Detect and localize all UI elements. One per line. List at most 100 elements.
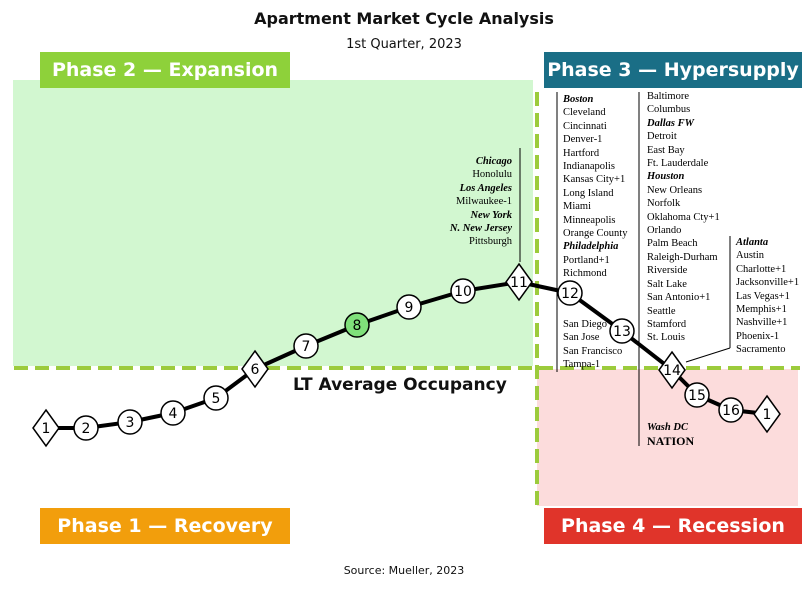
source-note: Source: Mueller, 2023 <box>343 564 465 577</box>
market-name: New Orleans <box>647 184 703 196</box>
market-name: Richmond <box>563 268 607 280</box>
market-name: Riverside <box>647 265 688 277</box>
cycle-point-7-label: 7 <box>302 339 311 355</box>
market-name: Palm Beach <box>647 238 698 250</box>
markets-point-13: Baltimore Columbus Dallas FW Detroit East Ba… <box>647 90 720 345</box>
cycle-point-5-label: 5 <box>212 391 221 407</box>
markets-point-11: Chicago Honolulu Los Angeles Milwaukee-1 New… <box>428 155 512 249</box>
market-name: Long Island <box>563 187 614 199</box>
chart-subtitle: 1st Quarter, 2023 <box>346 37 462 52</box>
cycle-point-9-circle <box>396 294 422 320</box>
cycle-point-3-circle <box>117 409 143 435</box>
phase-4-label: Phase 4 — Recession <box>544 508 802 544</box>
cycle-point-1-diamond <box>32 408 60 448</box>
market-name: Indianapolis <box>563 161 615 173</box>
cycle-point-2-circle <box>73 415 99 441</box>
market-name: Memphis+1 <box>736 304 787 316</box>
markets-point-12-lower: San Diego San Jose San Francisco Tampa-1 <box>563 318 622 372</box>
market-name: San Diego <box>563 319 608 330</box>
cycle-point-14-diamond <box>658 350 686 390</box>
market-name: Atlanta <box>736 237 769 248</box>
cycle-point-14-label: 14 <box>663 363 681 379</box>
cycle-point-4-circle <box>160 400 186 426</box>
market-name: Philadelphia <box>563 241 619 253</box>
market-name: Boston <box>563 94 594 105</box>
cycle-point-11-diamond <box>505 262 533 302</box>
market-name: Ft. Lauderdale <box>647 158 709 170</box>
lt-average-occupancy-label: LT Average Occupancy <box>293 375 507 395</box>
market-name: Houston <box>647 171 685 183</box>
markets-point-13-lower: Wash DC <box>647 421 688 434</box>
market-name: Jacksonville+1 <box>736 277 800 289</box>
market-name: San Francisco <box>563 345 623 357</box>
markets-point-12: Boston Cleveland Cincinnati Denver-1 Hartfor… <box>563 93 627 281</box>
chart-title: Apartment Market Cycle Analysis <box>254 9 554 28</box>
cycle-point-12-circle <box>557 280 583 306</box>
market-name: Austin <box>736 250 765 262</box>
cycle-point-10-label: 10 <box>454 284 472 300</box>
market-name: Wash DC <box>647 422 688 433</box>
market-name: Oklahoma Cty+1 <box>647 211 720 223</box>
market-name: Los Angeles <box>459 182 512 194</box>
market-name: Pittsburgh <box>469 236 512 248</box>
market-name: Milwaukee-1 <box>456 196 512 208</box>
cycle-point-13-label: 13 <box>613 324 631 340</box>
recession-zone <box>537 369 798 506</box>
cycle-point-8-label: 8 <box>353 318 362 334</box>
market-name: Kansas City+1 <box>563 174 626 186</box>
market-name: Columbus <box>647 104 691 116</box>
cycle-point-9-label: 9 <box>405 300 414 316</box>
market-name: New York <box>470 209 512 221</box>
market-name: Charlotte+1 <box>736 263 787 275</box>
cycle-point-1-label: 1 <box>42 421 51 437</box>
market-name: Tampa-1 <box>563 359 601 371</box>
market-name: Dallas FW <box>647 117 694 129</box>
market-name: Detroit <box>647 131 677 143</box>
market-name: Orange County <box>563 228 628 240</box>
market-name: Salt Lake <box>647 278 687 290</box>
phase-2-label: Phase 2 — Expansion <box>40 52 290 88</box>
market-name: San Jose <box>563 332 600 344</box>
cycle-point-2-label: 2 <box>82 421 91 437</box>
market-name: Miami <box>563 201 591 213</box>
leader-line-14 <box>685 347 731 363</box>
cycle-point-11-label: 11 <box>510 275 528 291</box>
phase-3-label: Phase 3 — Hypersupply <box>544 52 802 88</box>
expansion-zone <box>13 80 533 366</box>
market-name: St. Louis <box>647 332 685 344</box>
cycle-point-6-label: 6 <box>251 362 260 378</box>
market-name: Stamford <box>647 318 687 330</box>
market-name: East Bay <box>647 144 685 156</box>
cycle-point-15-circle <box>684 382 710 408</box>
market-name: Seattle <box>647 305 676 317</box>
cycle-point-17-label: 1 <box>763 407 772 423</box>
cycle-point-7-circle <box>293 333 319 359</box>
cycle-point-17-diamond <box>753 394 781 434</box>
market-name: Sacramento <box>736 344 786 356</box>
cycle-point-3-label: 3 <box>126 415 135 431</box>
market-name: Orlando <box>647 225 682 237</box>
market-name: Cincinnati <box>563 120 607 132</box>
market-name: San Antonio+1 <box>647 292 711 304</box>
markets-point-14: Atlanta Austin Charlotte+1 Jacksonville+1 La… <box>736 236 799 357</box>
market-name: Cleveland <box>563 107 606 119</box>
market-name: N. New Jersey <box>449 223 512 235</box>
market-name: Norfolk <box>647 198 681 210</box>
cycle-point-12-label: 12 <box>561 286 579 302</box>
cycle-point-5-circle <box>203 385 229 411</box>
market-name: Phoenix-1 <box>736 330 780 342</box>
cycle-point-4-label: 4 <box>169 406 178 422</box>
cycle-point-10-circle <box>450 278 476 304</box>
cycle-point-8-circle <box>344 312 370 338</box>
market-name: Minneapolis <box>563 214 616 226</box>
market-name: Baltimore <box>647 91 689 102</box>
market-name: Honolulu <box>472 169 512 181</box>
market-name: Las Vegas+1 <box>736 290 790 302</box>
phase-1-label: Phase 1 — Recovery <box>40 508 290 544</box>
market-name: Nashville+1 <box>736 317 788 329</box>
market-name: Chicago <box>475 156 512 167</box>
cycle-point-13-circle <box>609 318 635 344</box>
market-name: Hartford <box>563 147 600 159</box>
